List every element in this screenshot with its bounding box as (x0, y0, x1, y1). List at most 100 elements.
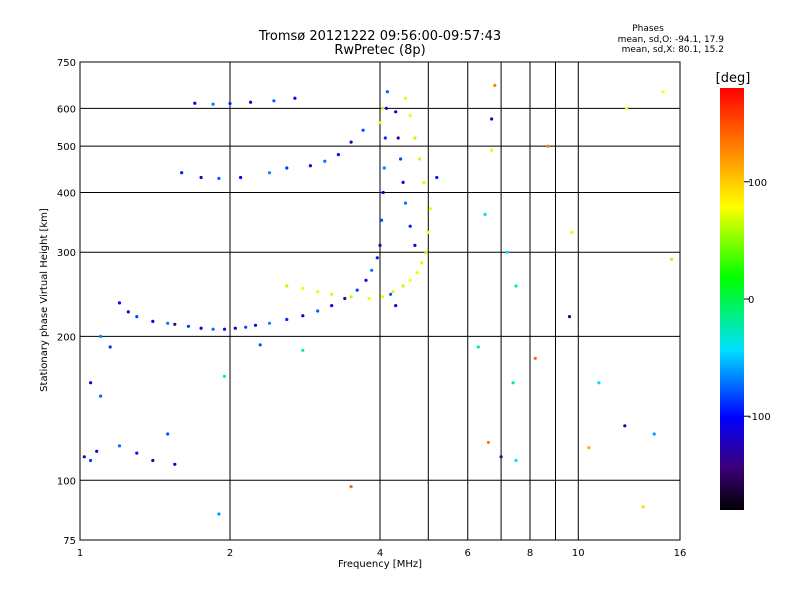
data-point (349, 140, 353, 144)
data-point (378, 121, 382, 125)
phases-x-mode: mean, sd,X: 80.1, 15.2 (622, 45, 724, 55)
data-point (258, 343, 262, 347)
data-point (199, 326, 203, 330)
data-point (381, 106, 385, 110)
data-point (308, 164, 312, 168)
data-point (514, 458, 518, 463)
data-point (151, 458, 155, 463)
data-point (490, 148, 494, 152)
data-point (394, 110, 398, 114)
data-point (193, 101, 197, 105)
data-point (408, 113, 412, 117)
x-axis-ticks: 1 2 4 6 8 10 16 (77, 548, 687, 559)
data-point (349, 295, 353, 299)
y-tick-label: 600 (57, 104, 76, 115)
phases-box: Phases mean, sd,O: -94.1, 17.9 mean, sd,… (618, 24, 725, 55)
data-point (211, 327, 215, 331)
y-tick-label: 100 (57, 476, 76, 487)
chart-subtitle: RwPretec (8p) (334, 43, 425, 58)
data-point (330, 304, 334, 308)
data-point (490, 117, 494, 121)
chart-title: Tromsø 20121222 09:56:00-09:57:43 (258, 29, 501, 44)
data-point (422, 180, 426, 184)
data-point (253, 323, 258, 327)
data-point (417, 157, 422, 161)
data-point (285, 166, 289, 170)
y-axis-ticks: 75 100 200 300 400 500 600 750 (57, 58, 76, 547)
y-tick-label: 200 (57, 332, 76, 343)
data-point (135, 315, 139, 319)
data-point (117, 444, 122, 448)
data-point (370, 268, 374, 272)
phases-heading: Phases (632, 24, 664, 34)
data-point (413, 243, 417, 247)
data-point (514, 284, 518, 288)
data-point (267, 321, 272, 325)
data-point (173, 462, 177, 466)
data-point (652, 432, 656, 436)
data-point (435, 175, 439, 180)
data-point (272, 99, 276, 103)
data-point (267, 171, 272, 175)
data-point (364, 278, 368, 282)
data-point (211, 102, 215, 106)
data-point (661, 90, 665, 94)
data-point (301, 314, 305, 318)
data-point (499, 455, 503, 459)
data-point (570, 230, 574, 234)
data-point (587, 446, 591, 450)
data-point (401, 180, 405, 184)
y-axis-label: Stationary phase Virtual Height [km] (39, 208, 50, 392)
data-point (117, 301, 122, 305)
y-tick-label: 400 (57, 188, 76, 199)
data-point (89, 381, 93, 385)
data-point (285, 317, 289, 322)
data-point (349, 485, 353, 489)
data-point (173, 322, 177, 326)
y-tick-label: 500 (57, 142, 76, 153)
data-point (415, 271, 419, 275)
data-point (383, 136, 387, 140)
data-point (394, 304, 398, 308)
colorbar-ticks: 100 0 -100 (744, 178, 771, 423)
data-point (336, 153, 340, 157)
data-point (239, 175, 243, 180)
data-point (316, 290, 320, 294)
data-point (301, 286, 305, 290)
data-point (403, 201, 408, 205)
data-point (426, 230, 430, 234)
data-point (486, 440, 490, 444)
data-points (82, 83, 674, 516)
data-point (378, 243, 382, 247)
data-point (597, 381, 601, 385)
data-point (99, 334, 103, 338)
data-point (380, 218, 384, 222)
x-tick-label: 4 (377, 548, 383, 559)
data-point (408, 278, 412, 282)
data-point (301, 348, 305, 352)
colorbar-label: [deg] (716, 71, 751, 86)
data-point (483, 212, 487, 216)
data-point (505, 250, 509, 254)
data-point (180, 171, 184, 175)
data-point (476, 345, 480, 349)
data-point (623, 424, 627, 428)
data-point (186, 324, 190, 328)
x-tick-label: 6 (465, 548, 471, 559)
grid-lines (80, 62, 680, 540)
x-tick-label: 10 (572, 548, 585, 559)
data-point (511, 381, 515, 385)
data-point (382, 166, 386, 170)
data-point (355, 288, 359, 292)
data-point (222, 327, 227, 331)
x-tick-label: 16 (674, 548, 687, 559)
y-tick-label: 75 (63, 536, 76, 547)
data-point (330, 292, 334, 296)
data-point (233, 326, 237, 330)
y-tick-label: 750 (57, 58, 76, 69)
data-point (375, 256, 379, 260)
data-point (217, 512, 221, 516)
data-point (381, 190, 385, 195)
data-point (293, 96, 297, 100)
data-point (641, 505, 645, 509)
